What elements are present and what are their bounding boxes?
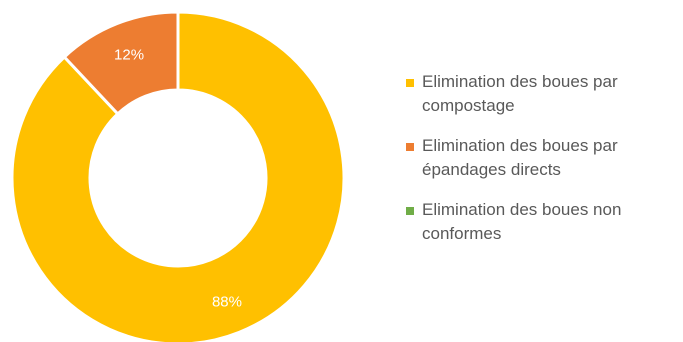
legend-item-1: Elimination des boues par épandages dire…: [406, 134, 683, 182]
legend-label-1: Elimination des boues par épandages dire…: [422, 136, 618, 179]
legend-label-0: Elimination des boues par compostage: [422, 72, 618, 115]
donut-slice-0: [10, 10, 346, 342]
legend-item-2: Elimination des boues non conformes: [406, 198, 683, 246]
donut-slice-1: [62, 10, 180, 116]
donut-slice-label-1: 12%: [114, 46, 144, 63]
legend-swatch-1: [406, 143, 414, 151]
legend-swatch-2: [406, 207, 414, 215]
legend-label-2: Elimination des boues non conformes: [422, 200, 622, 243]
legend-item-0: Elimination des boues par compostage: [406, 70, 683, 118]
legend-swatch-0: [406, 79, 414, 87]
donut-slice-label-0: 88%: [212, 294, 242, 311]
chart-legend: Elimination des boues par compostage Elim…: [406, 70, 683, 262]
